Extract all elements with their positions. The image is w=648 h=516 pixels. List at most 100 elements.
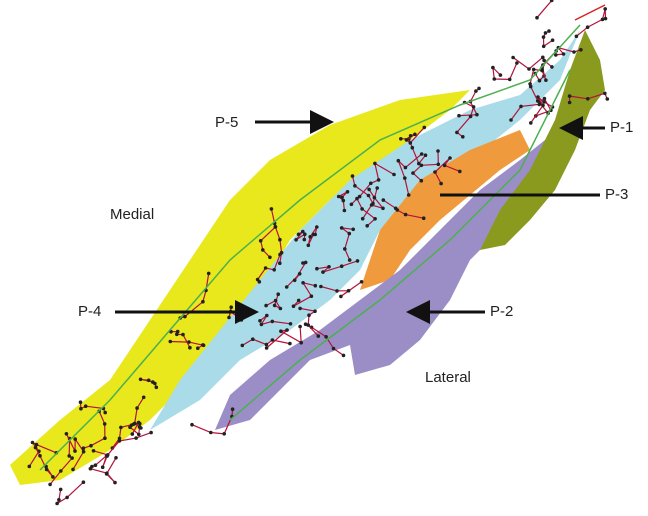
node-dot <box>392 173 396 177</box>
node-dot <box>106 453 110 457</box>
node-dot <box>340 196 344 200</box>
node-dot <box>528 82 532 86</box>
node-dot <box>355 197 359 201</box>
node-dot <box>270 207 274 211</box>
node-dot <box>51 475 55 479</box>
node-dot <box>103 436 107 440</box>
axon-tip <box>575 5 605 20</box>
node-dot <box>113 481 117 485</box>
node-dot <box>499 73 503 77</box>
node-dot <box>59 469 63 473</box>
node-dot <box>604 17 608 21</box>
node-dot <box>119 426 123 430</box>
node-dot <box>356 259 360 263</box>
node-dot <box>542 59 546 63</box>
node-dot <box>313 309 317 313</box>
node-dot <box>532 68 536 72</box>
node-dot <box>67 454 71 458</box>
node-dot <box>327 265 331 269</box>
node-dot <box>134 436 138 440</box>
node-dot <box>381 207 385 211</box>
node-dot <box>258 319 262 323</box>
node-dot <box>375 186 379 190</box>
node-dot <box>529 121 533 125</box>
node-dot <box>306 323 310 327</box>
node-dot <box>188 346 192 350</box>
node-dot <box>307 313 311 317</box>
orientation-label: Medial <box>110 206 154 223</box>
node-dot <box>103 411 107 415</box>
node-dot <box>423 126 427 130</box>
node-dot <box>586 25 590 29</box>
node-dot <box>543 97 547 101</box>
node-dot <box>603 7 607 11</box>
node-dot <box>268 255 272 259</box>
region-label: P-5 <box>215 114 238 131</box>
node-dot <box>346 190 350 194</box>
node-dot <box>475 113 479 117</box>
node-dot <box>461 135 465 139</box>
node-dot <box>361 217 365 221</box>
node-dot <box>568 94 572 98</box>
node-dot <box>229 305 233 309</box>
node-dot <box>606 97 610 101</box>
node-dot <box>541 104 545 108</box>
node-dot <box>65 496 69 500</box>
node-dot <box>131 432 135 436</box>
node-dot <box>508 78 512 82</box>
node-dot <box>73 449 77 453</box>
node-dot <box>420 164 424 168</box>
node-dot <box>317 334 321 338</box>
node-dot <box>181 333 185 337</box>
node-dot <box>314 284 318 288</box>
node-dot <box>538 79 542 83</box>
node-dot <box>339 295 343 299</box>
node-dot <box>297 299 301 303</box>
dendrite <box>57 482 83 503</box>
node-dot <box>404 166 408 170</box>
node-dot <box>34 446 38 450</box>
node-dot <box>342 354 346 358</box>
node-dot <box>272 268 276 272</box>
node-dot <box>303 238 307 242</box>
node-dot <box>348 232 352 236</box>
node-dot <box>261 248 265 252</box>
node-dot <box>404 213 408 217</box>
node-dot <box>396 208 400 212</box>
node-dot <box>562 52 566 56</box>
node-dot <box>370 203 374 207</box>
node-dot <box>437 163 441 167</box>
node-dot <box>538 103 542 107</box>
node-dot <box>542 35 546 39</box>
node-dot <box>511 56 515 60</box>
node-dot <box>509 118 513 122</box>
node-dot <box>82 450 86 454</box>
node-dot <box>65 432 69 436</box>
node-dot <box>603 92 607 96</box>
node-dot <box>303 232 307 236</box>
dendrite <box>493 63 517 79</box>
node-dot <box>343 247 347 251</box>
node-dot <box>57 498 61 502</box>
node-dot <box>519 105 523 109</box>
node-dot <box>351 174 355 178</box>
node-dot <box>149 431 153 435</box>
node-dot <box>147 379 151 383</box>
node-dot <box>279 307 283 311</box>
node-dot <box>142 396 146 400</box>
node-dot <box>139 378 143 382</box>
node-dot <box>348 258 352 262</box>
node-dot <box>420 179 424 183</box>
node-dot <box>207 272 211 276</box>
node-dot <box>321 270 325 274</box>
region-label: P-1 <box>610 119 633 136</box>
node-dot <box>94 463 98 467</box>
node-dot <box>278 261 282 265</box>
node-dot <box>293 279 297 283</box>
node-dot <box>551 38 555 42</box>
node-dot <box>542 100 546 104</box>
node-dot <box>544 78 548 82</box>
node-dot <box>89 444 93 448</box>
node-dot <box>294 238 298 242</box>
node-dot <box>209 431 213 435</box>
